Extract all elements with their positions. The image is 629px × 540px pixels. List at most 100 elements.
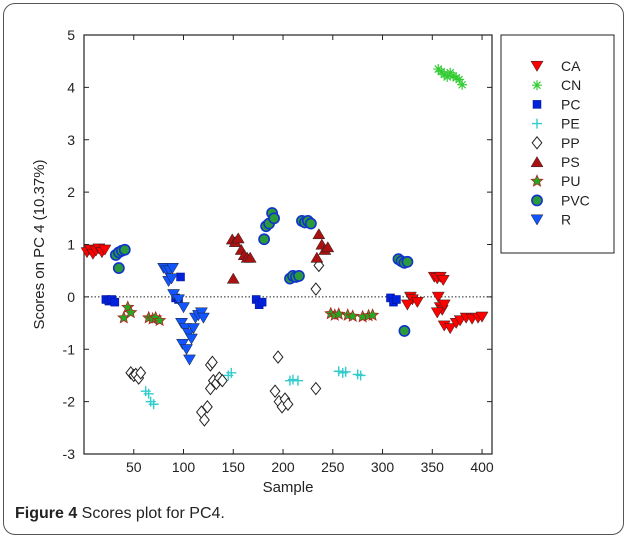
- figure-caption: Figure 4 Scores plot for PC4.: [15, 505, 225, 523]
- legend-label-pu: PU: [561, 173, 580, 189]
- legend-label-pe: PE: [561, 116, 580, 132]
- point-pc: [257, 297, 267, 307]
- legend-marker-r: [530, 214, 544, 226]
- point-r: [185, 333, 198, 345]
- point-cn: [454, 74, 465, 85]
- point-r: [196, 312, 210, 324]
- x-tick-label: 250: [321, 459, 345, 475]
- point-pe: [226, 367, 237, 378]
- point-ca: [98, 244, 112, 256]
- series-ca: [80, 243, 489, 335]
- point-ps: [312, 228, 326, 240]
- point-pc: [392, 295, 401, 304]
- point-ca: [430, 307, 444, 319]
- point-pc: [110, 297, 120, 307]
- point-ps: [231, 232, 245, 244]
- point-pp: [198, 413, 210, 427]
- point-ca: [475, 311, 489, 323]
- plot-area: [80, 34, 493, 455]
- series-pc: [101, 272, 401, 309]
- point-r: [172, 294, 185, 306]
- point-r: [183, 354, 196, 366]
- point-pu: [152, 313, 167, 327]
- legend-marker-cn: [532, 80, 542, 91]
- legend-label-r: R: [561, 212, 571, 228]
- point-pvc: [398, 325, 411, 337]
- y-tick-label: 4: [67, 79, 75, 95]
- x-tick-label: 100: [172, 459, 196, 475]
- legend-label-pc: PC: [561, 96, 580, 112]
- x-tick-label: 400: [470, 459, 494, 475]
- point-r: [180, 344, 193, 356]
- series-pu: [117, 300, 380, 327]
- series-ps: [225, 228, 335, 284]
- point-pvc: [293, 270, 305, 282]
- point-ca: [410, 297, 424, 309]
- caption-label: Figure 4: [15, 505, 78, 522]
- axes: 50 100 150 200 250 300 350 400 -3 -2 -1 0 1 2 3 4 5 Sampl…: [31, 27, 494, 496]
- legend-marker-ca: [530, 60, 544, 72]
- point-ca: [443, 323, 457, 335]
- legend-label-ca: CA: [561, 58, 581, 74]
- point-pvc: [268, 212, 280, 225]
- point-pu: [365, 308, 380, 321]
- point-pp: [206, 355, 218, 370]
- point-pp: [135, 366, 147, 380]
- point-pp: [272, 350, 284, 364]
- y-tick-label: -3: [63, 446, 76, 462]
- point-ca: [431, 291, 445, 303]
- point-cn: [451, 72, 462, 83]
- legend-label-ps: PS: [561, 154, 580, 170]
- legend: CA CN PC PE PP PS PU PVC R: [500, 34, 615, 254]
- point-pu: [332, 307, 346, 320]
- y-tick-label: 2: [67, 184, 75, 200]
- y-tick-label: -2: [63, 394, 76, 410]
- x-tick-label: 150: [222, 459, 246, 475]
- point-pvc: [112, 262, 125, 274]
- point-pvc: [304, 217, 317, 230]
- point-pp: [310, 282, 322, 296]
- y-tick-label: 1: [67, 237, 75, 253]
- point-pvc: [258, 233, 271, 246]
- point-pc: [176, 272, 185, 282]
- legend-marker-pe: [532, 118, 542, 129]
- legend-marker-pc: [532, 100, 542, 109]
- point-pe: [340, 366, 351, 377]
- legend-marker-pp: [531, 135, 543, 150]
- point-pp: [216, 373, 228, 388]
- x-tick-label: 300: [371, 459, 395, 475]
- point-pe: [355, 370, 366, 381]
- point-ps: [321, 241, 335, 253]
- point-cn: [457, 79, 468, 90]
- point-cn: [448, 70, 459, 81]
- series-pp: [125, 258, 325, 427]
- legend-box: [500, 34, 615, 254]
- point-ca: [437, 299, 451, 311]
- point-pu: [124, 305, 138, 319]
- x-tick-label: 200: [271, 459, 295, 475]
- point-r: [187, 323, 200, 335]
- legend-marker-ps: [530, 156, 544, 168]
- x-axis-label: Sample: [263, 479, 314, 496]
- series-pvc: [109, 207, 414, 337]
- point-pe: [148, 399, 159, 410]
- legend-label-pp: PP: [561, 135, 580, 151]
- legend-label-cn: CN: [561, 77, 581, 93]
- point-pvc: [118, 243, 131, 256]
- point-pp: [269, 384, 281, 398]
- y-tick-label: 5: [67, 27, 75, 43]
- caption-text: Scores plot for PC4.: [77, 505, 225, 522]
- series-pe: [140, 366, 366, 410]
- point-r: [177, 302, 190, 314]
- point-pu: [345, 309, 360, 322]
- point-ps: [310, 251, 324, 263]
- point-pe: [287, 374, 298, 385]
- legend-label-pvc: PVC: [561, 192, 590, 208]
- point-pvc: [401, 255, 414, 268]
- point-ca: [400, 299, 414, 311]
- point-ca: [436, 275, 450, 287]
- point-ps: [226, 272, 240, 284]
- plot-box: [83, 34, 493, 455]
- y-tick-label: 3: [67, 132, 75, 148]
- point-r: [166, 263, 180, 274]
